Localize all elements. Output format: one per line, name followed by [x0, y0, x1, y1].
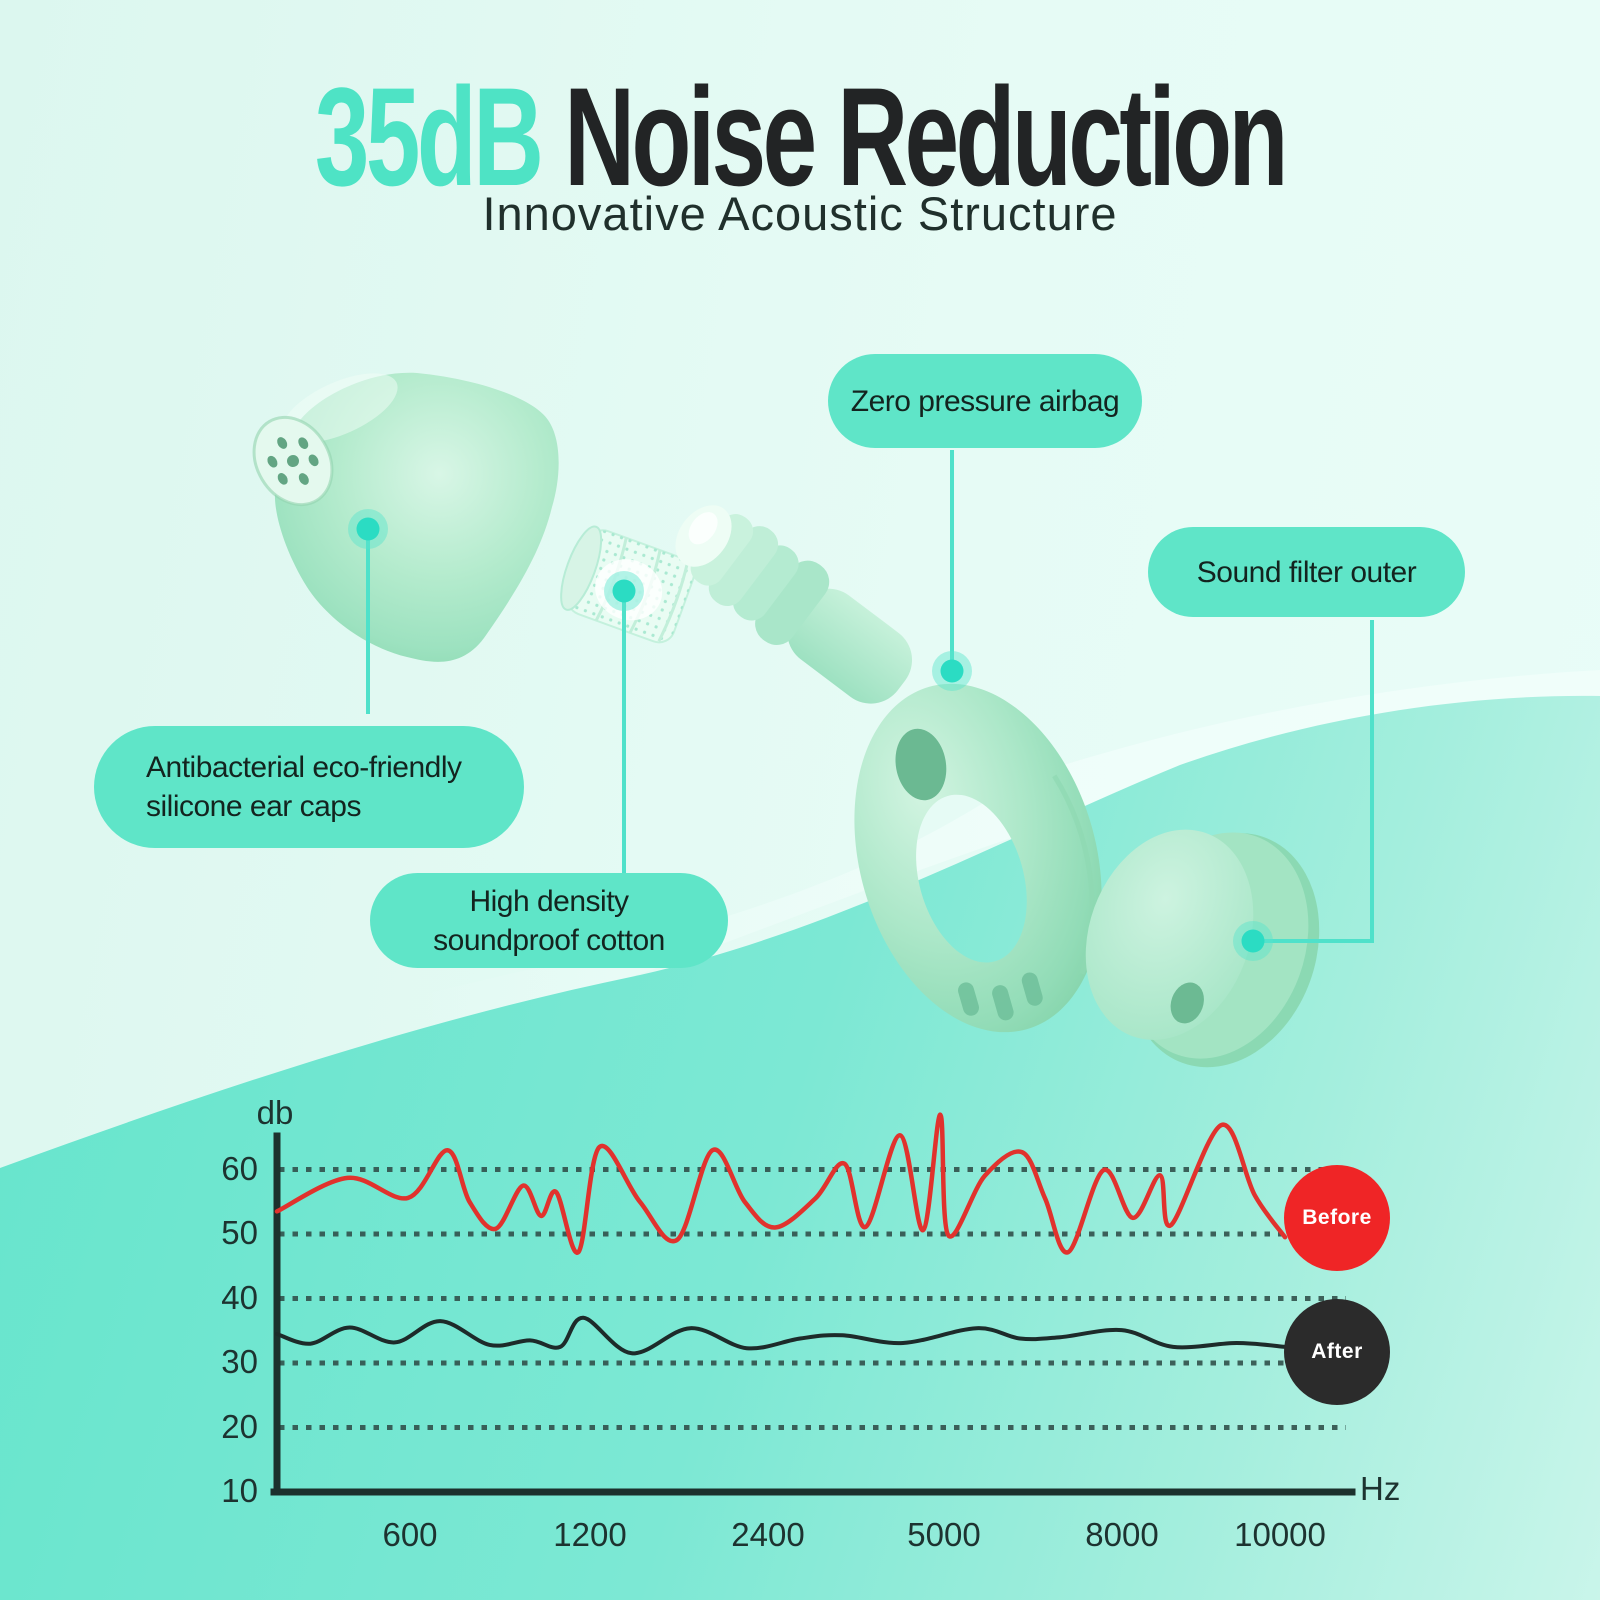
y-tick-10: 10 — [221, 1472, 258, 1509]
x-tick-10000: 10000 — [1234, 1516, 1326, 1553]
chart-axes — [270, 1132, 1356, 1496]
page-subtitle: Innovative Acoustic Structure — [482, 187, 1118, 240]
y-tick-40: 40 — [221, 1278, 258, 1316]
x-axis-unit-label: Hz — [1360, 1470, 1401, 1507]
legend-badge-before: Before — [1284, 1165, 1390, 1271]
x-tick-600: 600 — [382, 1516, 438, 1553]
callout-dots — [348, 509, 1273, 961]
legend-after-label: After — [1311, 1340, 1363, 1363]
title-rest: Noise Reduction — [540, 58, 1288, 215]
series-line-before — [274, 1112, 1288, 1255]
callout-pill-soundproof-cotton: High density soundproof cotton — [370, 873, 728, 968]
callout-pill-zero-pressure-airbag: Zero pressure airbag — [828, 354, 1142, 448]
x-tick-5000: 5000 — [907, 1516, 981, 1553]
cotton-illustration — [560, 525, 696, 644]
x-tick-1200: 1200 — [553, 1516, 627, 1553]
legend-before-label: Before — [1302, 1206, 1372, 1229]
title-highlight: 35dB — [314, 58, 544, 215]
x-tick-2400: 2400 — [731, 1516, 805, 1553]
y-axis-unit-label: db — [256, 1094, 294, 1131]
series-line-after — [275, 1315, 1287, 1356]
filter-disc-illustration — [1085, 829, 1320, 1068]
callout-pill-sound-filter-outer: Sound filter outer — [1148, 527, 1465, 617]
x-tick-8000: 8000 — [1085, 1516, 1159, 1553]
y-tick-20: 20 — [221, 1407, 258, 1445]
chart-series-lines — [274, 1112, 1288, 1356]
earplug-body-illustration — [675, 505, 1102, 1033]
callout-pill-silicone-ear-caps: Antibacterial eco-friendly silicone ear … — [94, 726, 524, 848]
y-tick-50: 50 — [221, 1214, 258, 1251]
page-title: 35dB Noise Reduction — [0, 60, 1600, 214]
y-tick-60: 60 — [221, 1149, 258, 1187]
ear-cap-illustration — [252, 372, 559, 662]
y-tick-30: 30 — [221, 1343, 258, 1380]
legend-badge-after: After — [1284, 1299, 1390, 1405]
callout-connectors — [366, 450, 1374, 943]
